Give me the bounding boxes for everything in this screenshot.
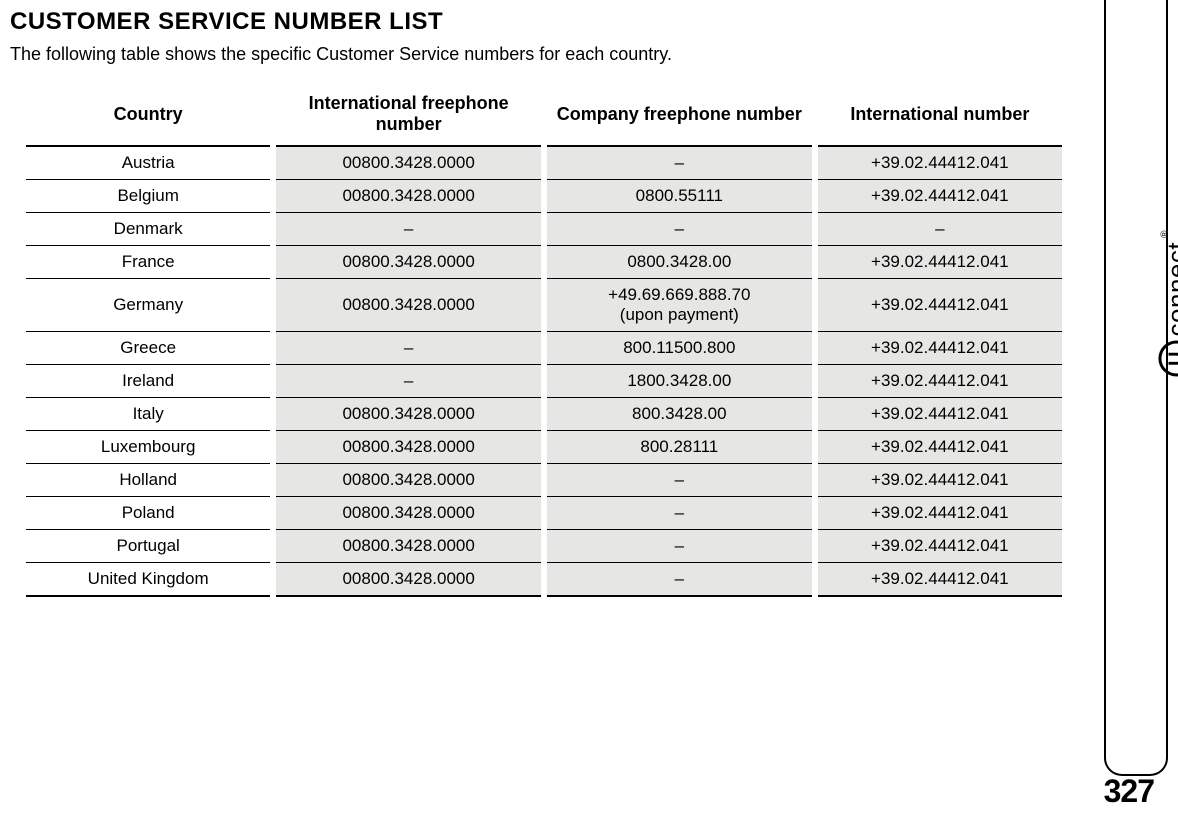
cell-number: +39.02.44412.041 (818, 246, 1062, 279)
cell-number: +39.02.44412.041 (818, 530, 1062, 563)
cell-number: 00800.3428.0000 (276, 464, 541, 497)
cell-country: United Kingdom (26, 563, 270, 597)
table-row: United Kingdom00800.3428.0000–+39.02.444… (26, 563, 1062, 597)
side-tab: U connect ® 327 (1088, 0, 1178, 816)
cell-number: +39.02.44412.041 (818, 497, 1062, 530)
cell-number: – (547, 563, 812, 597)
cell-number: 00800.3428.0000 (276, 497, 541, 530)
cell-country: Denmark (26, 213, 270, 246)
cell-number: 00800.3428.0000 (276, 398, 541, 431)
cell-number: +39.02.44412.041 (818, 147, 1062, 180)
cell-number: +39.02.44412.041 (818, 563, 1062, 597)
cell-country: France (26, 246, 270, 279)
cell-number: 0800.3428.00 (547, 246, 812, 279)
table-row: Austria00800.3428.0000–+39.02.44412.041 (26, 147, 1062, 180)
page-number: 327 (1104, 773, 1154, 810)
cell-country: Germany (26, 279, 270, 332)
page-title: CUSTOMER SERVICE NUMBER LIST (10, 8, 1148, 36)
table-row: Germany00800.3428.0000+49.69.669.888.70(… (26, 279, 1062, 332)
cell-number: 00800.3428.0000 (276, 431, 541, 464)
page-subtitle: The following table shows the specific C… (10, 44, 1148, 65)
cell-number: – (547, 147, 812, 180)
cell-number: – (276, 332, 541, 365)
cell-number: 00800.3428.0000 (276, 279, 541, 332)
cell-number: – (818, 213, 1062, 246)
cell-number: +39.02.44412.041 (818, 464, 1062, 497)
side-tab-border (1104, 0, 1168, 776)
cell-number: +49.69.669.888.70(upon payment) (547, 279, 812, 332)
cell-number: +39.02.44412.041 (818, 180, 1062, 213)
cell-number: – (276, 213, 541, 246)
table-row: Ireland–1800.3428.00+39.02.44412.041 (26, 365, 1062, 398)
cell-number: +39.02.44412.041 (818, 365, 1062, 398)
table-row: Greece–800.11500.800+39.02.44412.041 (26, 332, 1062, 365)
cell-number: +39.02.44412.041 (818, 398, 1062, 431)
cell-country: Ireland (26, 365, 270, 398)
table-header-row: Country International freephone number C… (26, 85, 1062, 147)
cell-number: 00800.3428.0000 (276, 563, 541, 597)
th-country: Country (26, 85, 270, 147)
table-row: Luxembourg00800.3428.0000800.28111+39.02… (26, 431, 1062, 464)
th-intl-number: International number (818, 85, 1062, 147)
table-row: Italy00800.3428.0000800.3428.00+39.02.44… (26, 398, 1062, 431)
cell-country: Poland (26, 497, 270, 530)
customer-service-table: Country International freephone number C… (20, 85, 1068, 597)
brand-text: connect (1161, 242, 1178, 337)
cell-country: Luxembourg (26, 431, 270, 464)
cell-number: 00800.3428.0000 (276, 246, 541, 279)
brand-logo: U connect ® (1158, 230, 1178, 376)
cell-country: Italy (26, 398, 270, 431)
table-row: Holland00800.3428.0000–+39.02.44412.041 (26, 464, 1062, 497)
cell-number: +39.02.44412.041 (818, 279, 1062, 332)
registered-icon: ® (1159, 230, 1170, 238)
table-row: Belgium00800.3428.00000800.55111+39.02.4… (26, 180, 1062, 213)
th-intl-freephone: International freephone number (276, 85, 541, 147)
table-row: Portugal00800.3428.0000–+39.02.44412.041 (26, 530, 1062, 563)
cell-number: +39.02.44412.041 (818, 332, 1062, 365)
cell-number: 00800.3428.0000 (276, 147, 541, 180)
cell-number: – (276, 365, 541, 398)
cell-country: Belgium (26, 180, 270, 213)
cell-country: Austria (26, 147, 270, 180)
cell-country: Greece (26, 332, 270, 365)
cell-country: Holland (26, 464, 270, 497)
cell-country: Portugal (26, 530, 270, 563)
cell-number: – (547, 464, 812, 497)
cell-number: 800.3428.00 (547, 398, 812, 431)
cell-number: 800.11500.800 (547, 332, 812, 365)
cell-number: – (547, 497, 812, 530)
cell-number: – (547, 213, 812, 246)
cell-number: 1800.3428.00 (547, 365, 812, 398)
cell-number: 00800.3428.0000 (276, 180, 541, 213)
cell-number: – (547, 530, 812, 563)
cell-number: 800.28111 (547, 431, 812, 464)
uconnect-u-icon: U (1158, 340, 1178, 376)
cell-number: 00800.3428.0000 (276, 530, 541, 563)
table-row: France00800.3428.00000800.3428.00+39.02.… (26, 246, 1062, 279)
cell-number: 0800.55111 (547, 180, 812, 213)
th-company-freephone: Company freephone number (547, 85, 812, 147)
cell-number: +39.02.44412.041 (818, 431, 1062, 464)
table-row: Poland00800.3428.0000–+39.02.44412.041 (26, 497, 1062, 530)
table-row: Denmark––– (26, 213, 1062, 246)
